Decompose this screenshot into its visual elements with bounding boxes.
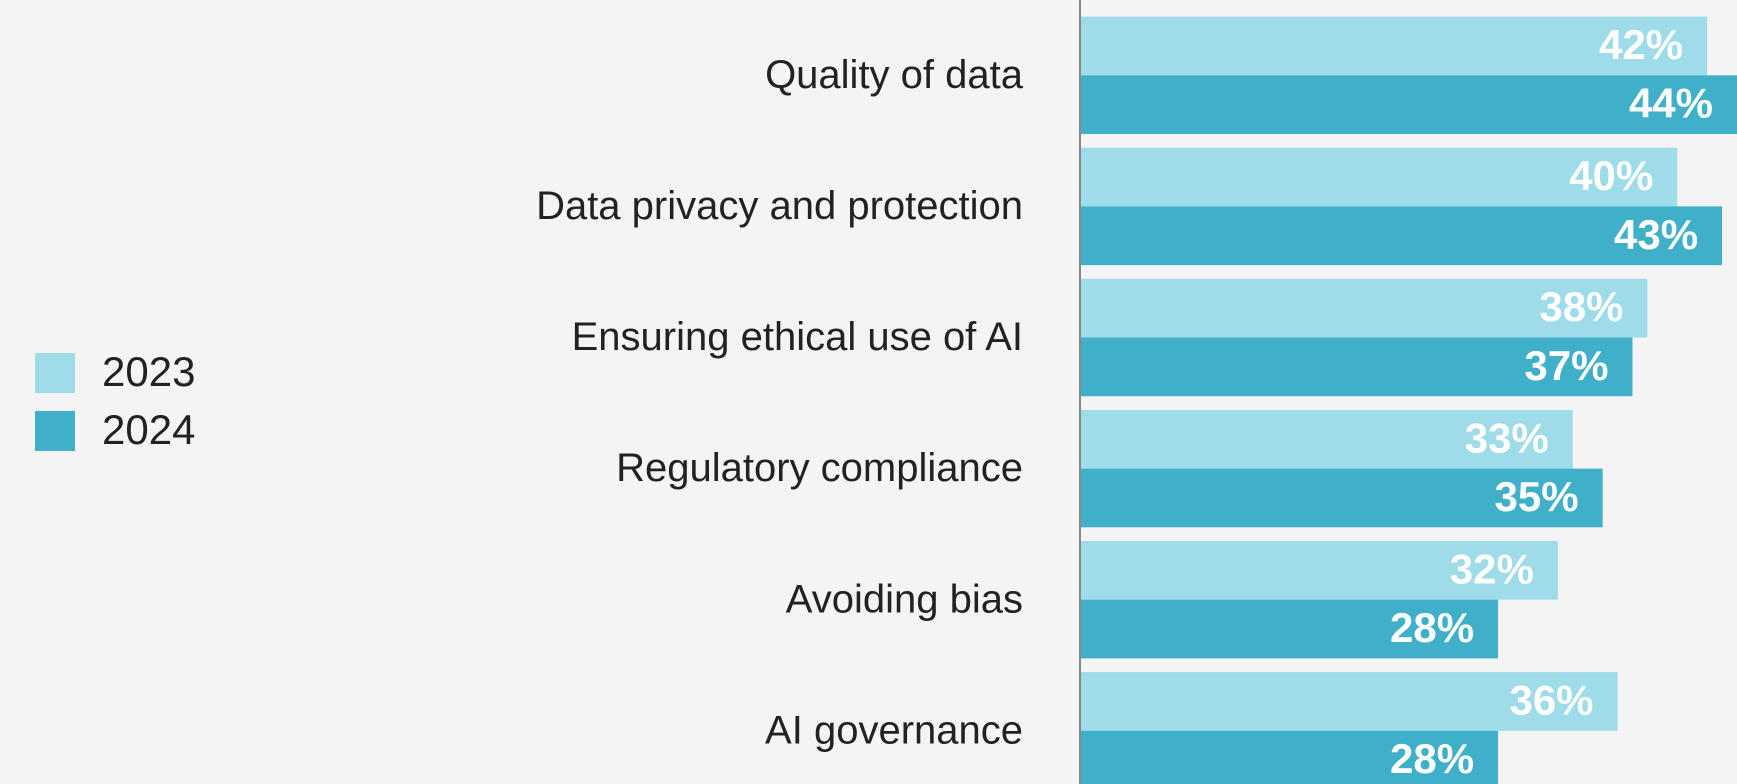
value-label: 38% — [1539, 283, 1623, 330]
category-label: AI governance — [765, 708, 1023, 752]
legend-swatch — [35, 353, 75, 393]
value-label: 42% — [1599, 21, 1683, 68]
value-label: 33% — [1465, 414, 1549, 461]
bar — [1080, 75, 1737, 134]
value-label: 40% — [1569, 152, 1653, 199]
legend-label: 2023 — [102, 348, 195, 395]
value-label: 35% — [1495, 473, 1579, 520]
bar — [1080, 409, 1573, 469]
category-label: Ensuring ethical use of AI — [572, 315, 1023, 359]
value-label: 32% — [1450, 545, 1534, 592]
bar — [1080, 541, 1558, 600]
value-label: 28% — [1390, 604, 1474, 651]
value-label: 36% — [1509, 677, 1593, 724]
bar — [1080, 599, 1499, 659]
bar — [1080, 672, 1618, 731]
value-label: 44% — [1629, 80, 1713, 127]
category-label: Regulatory compliance — [616, 446, 1023, 490]
bar — [1080, 147, 1678, 207]
category-label: Avoiding bias — [786, 577, 1023, 621]
bar — [1080, 730, 1499, 784]
bar — [1080, 468, 1603, 528]
value-label: 37% — [1524, 342, 1608, 389]
bar — [1080, 278, 1648, 338]
bar — [1080, 16, 1708, 76]
category-label: Quality of data — [765, 53, 1024, 97]
category-label: Data privacy and protection — [536, 184, 1023, 228]
bar — [1080, 206, 1723, 266]
legend-swatch — [35, 411, 75, 451]
value-label: 28% — [1390, 735, 1474, 782]
legend-label: 2024 — [102, 406, 195, 453]
value-label: 43% — [1614, 211, 1698, 258]
bar — [1080, 337, 1633, 397]
